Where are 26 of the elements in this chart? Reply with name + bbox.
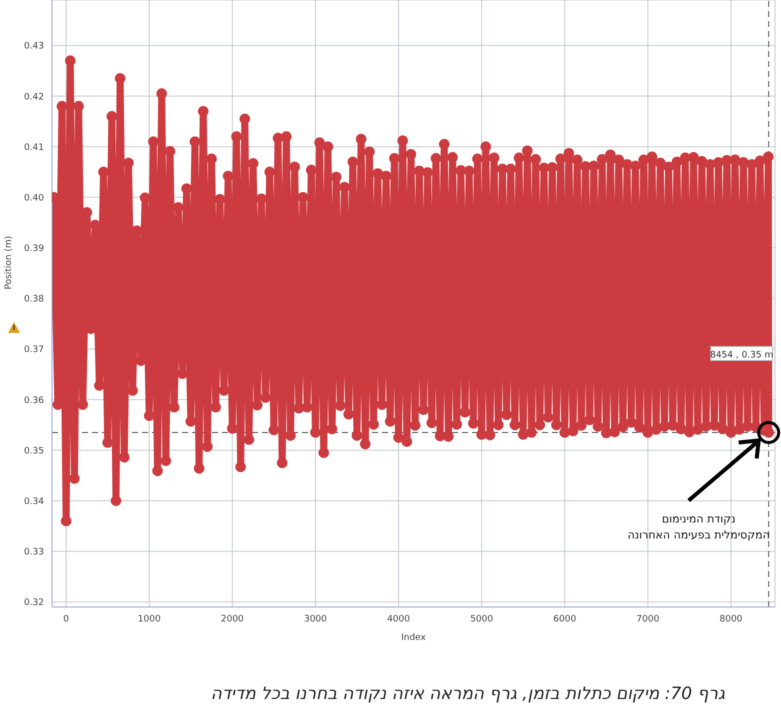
x-tick-label: 4000: [387, 614, 410, 624]
x-tick-label: 7000: [636, 614, 660, 624]
x-tick-label: 8000: [720, 614, 743, 624]
y-tick-label: 0.40: [24, 193, 44, 204]
x-tick-label: 2000: [220, 614, 244, 624]
x-tick-label: 0: [63, 614, 70, 624]
y-axis-title: Position (m): [4, 236, 14, 290]
y-tick-label: 0.34: [24, 496, 44, 507]
y-tick-label: 0.35: [24, 446, 44, 456]
x-axis-title: Index: [401, 633, 427, 643]
x-tick-label: 1000: [138, 614, 161, 624]
y-tick-label: 0.36: [24, 396, 44, 406]
x-tick-label: 3000: [304, 614, 328, 624]
y-tick-label: 0.38: [24, 294, 44, 305]
annotation: 8454 , 0.35 m: [710, 350, 774, 360]
y-tick-label: 0.43: [24, 42, 44, 52]
y-tick-label: 0.39: [24, 244, 44, 254]
y-tick-label: 0.33: [24, 548, 44, 558]
y-tick-label: 0.41: [24, 142, 44, 153]
y-tick-label: 0.42: [24, 92, 44, 102]
annotation: נקודת המינימום המקסימלית בפעימה האחרונה: [628, 512, 770, 542]
x-tick-label: 6000: [553, 614, 576, 624]
y-tick-label: 0.37: [24, 345, 44, 356]
text: גרף 70: מיקום כתלות בזמן, גרף המראה איזה נקודה בחרנו בכל מדידה: [210, 684, 725, 704]
x-tick-label: 5000: [470, 614, 494, 624]
y-tick-label: 0.32: [24, 598, 44, 608]
